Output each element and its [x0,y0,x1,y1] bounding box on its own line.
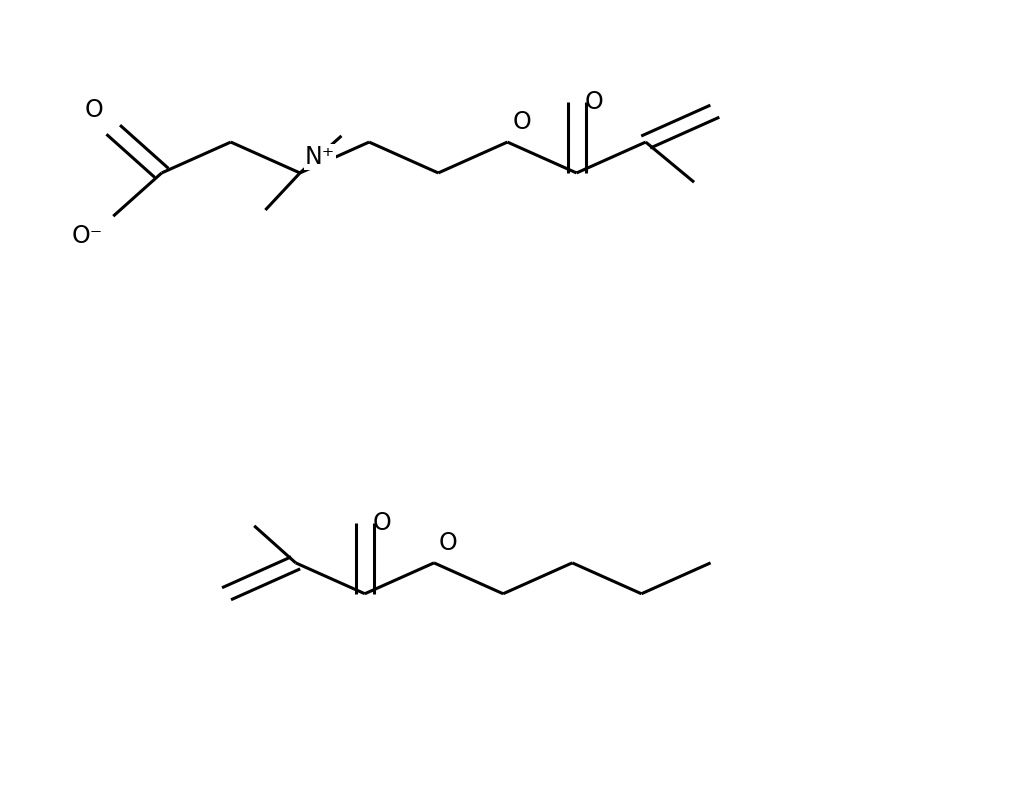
Text: O: O [584,90,603,114]
Text: O: O [512,110,531,134]
Text: N⁺: N⁺ [304,145,335,169]
Text: O: O [372,511,391,534]
Text: O: O [439,531,457,555]
Text: O⁻: O⁻ [72,224,103,248]
Text: O: O [85,98,103,122]
